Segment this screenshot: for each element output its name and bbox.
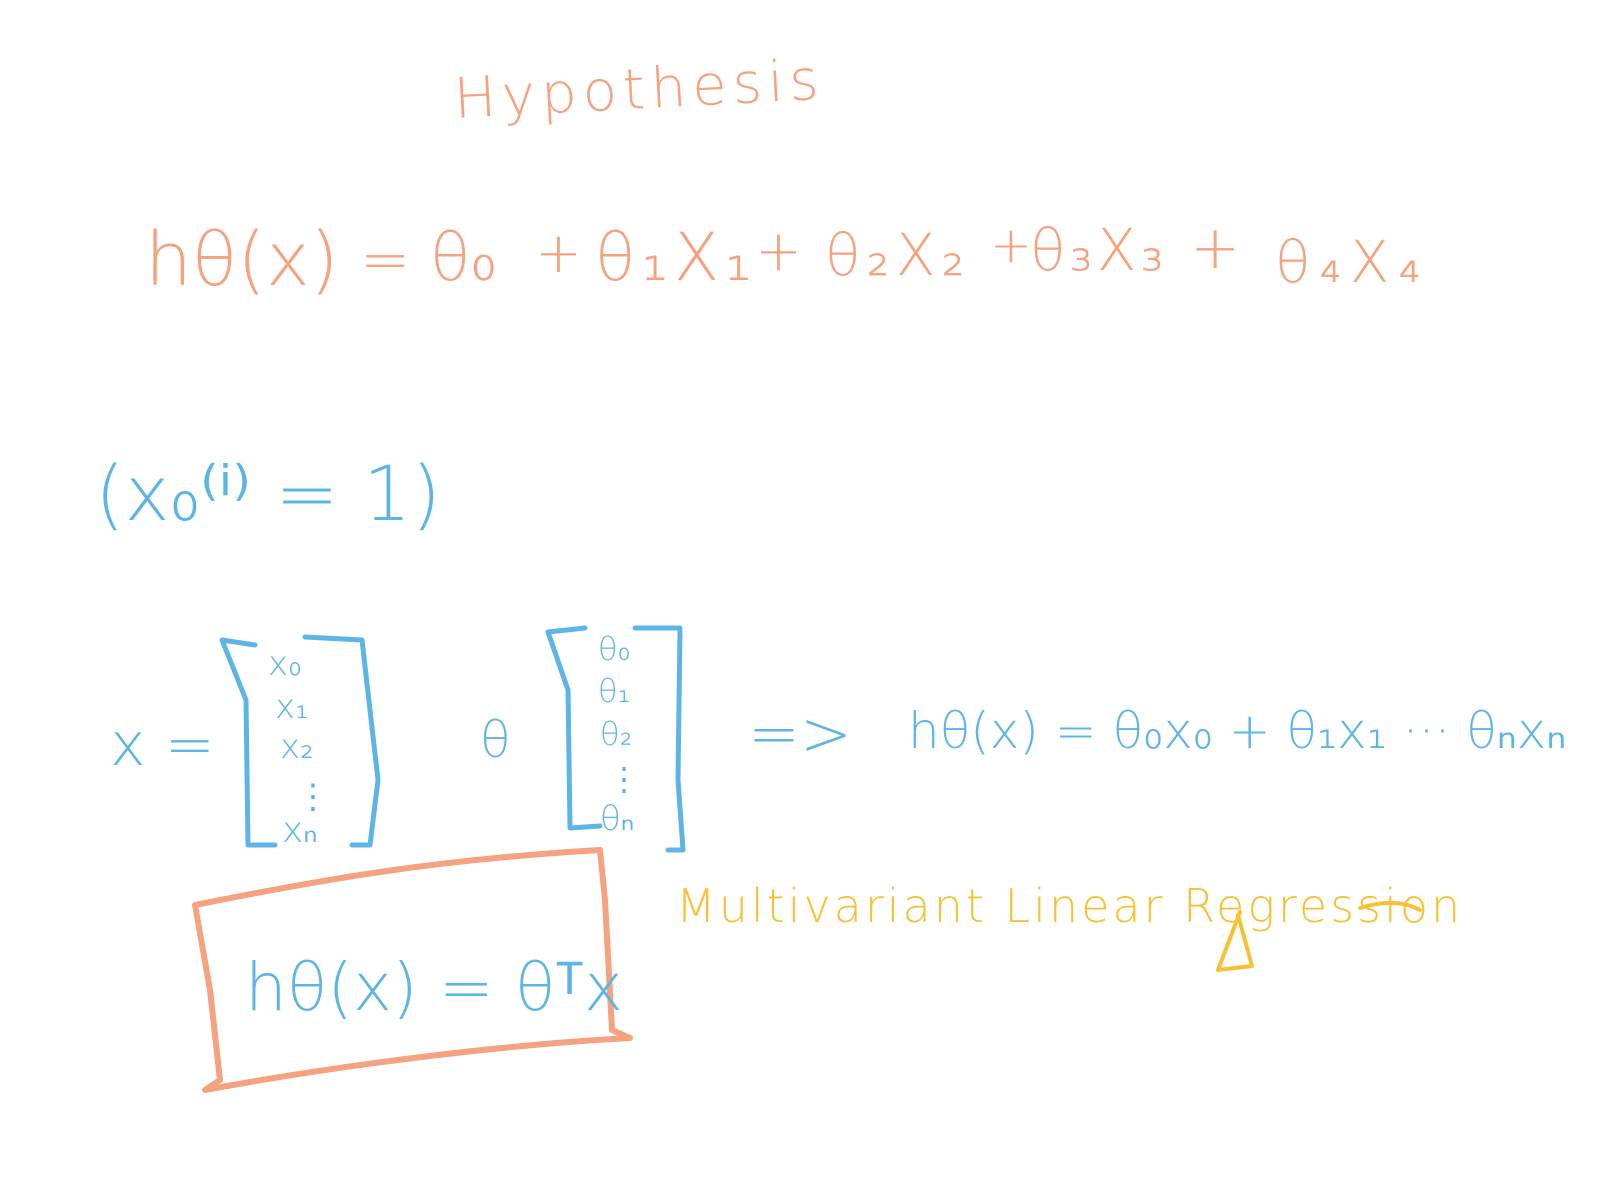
caption-underline-flourish [1216,910,1254,972]
caption-multivariant-linear-regression: Multivariant Linear Regression [676,879,1463,933]
term-theta4x4: θ₄X₄ [1275,228,1429,296]
plus-1: + [535,221,582,286]
caption-tail-flourish [1358,901,1422,912]
x-entry-2: x₂ [280,727,314,767]
vector-expanded-hypothesis: hθ(x) = θ₀x₀ + θ₁x₁ ··· θₙxₙ [908,702,1566,760]
theta-vector: θ θ₀ θ₁ θ₂ ⋮ θₙ [480,625,686,853]
x-vector-right-bracket [302,634,381,848]
title-hypothesis: Hypothesis [452,48,826,132]
term-theta2x2: θ₂X₂ [825,221,971,289]
plus-2: + [755,219,802,284]
theta-vector-right-bracket [632,625,686,853]
x-vector: x = x₀ x₁ x₂ ⋮ xₙ [110,634,381,851]
theta-entry-dots: ⋮ [608,760,640,798]
theta-vector-left-bracket [545,625,603,831]
x-vector-label: x = [110,710,215,780]
theta-entry-n: θₙ [600,799,634,839]
implies-arrow: => [748,697,852,770]
theta-entry-0: θ₀ [598,630,630,668]
theta-vector-label: θ [480,711,511,769]
term-theta0: θ₀ [430,219,497,296]
formula-box-outline [192,847,633,1093]
plus-4: + [1190,213,1240,283]
x-entry-0: x₀ [268,644,302,684]
boxed-vector-formula: hθ(x) = θᵀx [192,847,633,1093]
term-theta3x3: θ₃X₃ [1030,216,1168,284]
x0-equals-one-note: (x₀⁽ⁱ⁾ = 1) [95,449,441,538]
term-theta1x1: θ₁X₁ [595,219,758,296]
theta-entry-1: θ₁ [598,672,630,710]
x-entry-1: x₁ [275,687,309,727]
x-vector-left-bracket [219,637,278,848]
boxed-formula-text: hθ(x) = θᵀx [245,949,623,1026]
plus-3: + [990,216,1032,274]
hypothesis-equals: = [360,225,410,295]
x-entry-n: xₙ [282,810,318,851]
hypothesis-lhs: hθ(x) [145,217,339,303]
hypothesis-expanded-equation: hθ(x) = θ₀ + θ₁X₁ + θ₂X₂ + θ₃X₃ + θ₄X₄ [145,213,1429,303]
x-entry-dots: ⋮ [296,777,330,817]
theta-entry-2: θ₂ [600,715,632,753]
